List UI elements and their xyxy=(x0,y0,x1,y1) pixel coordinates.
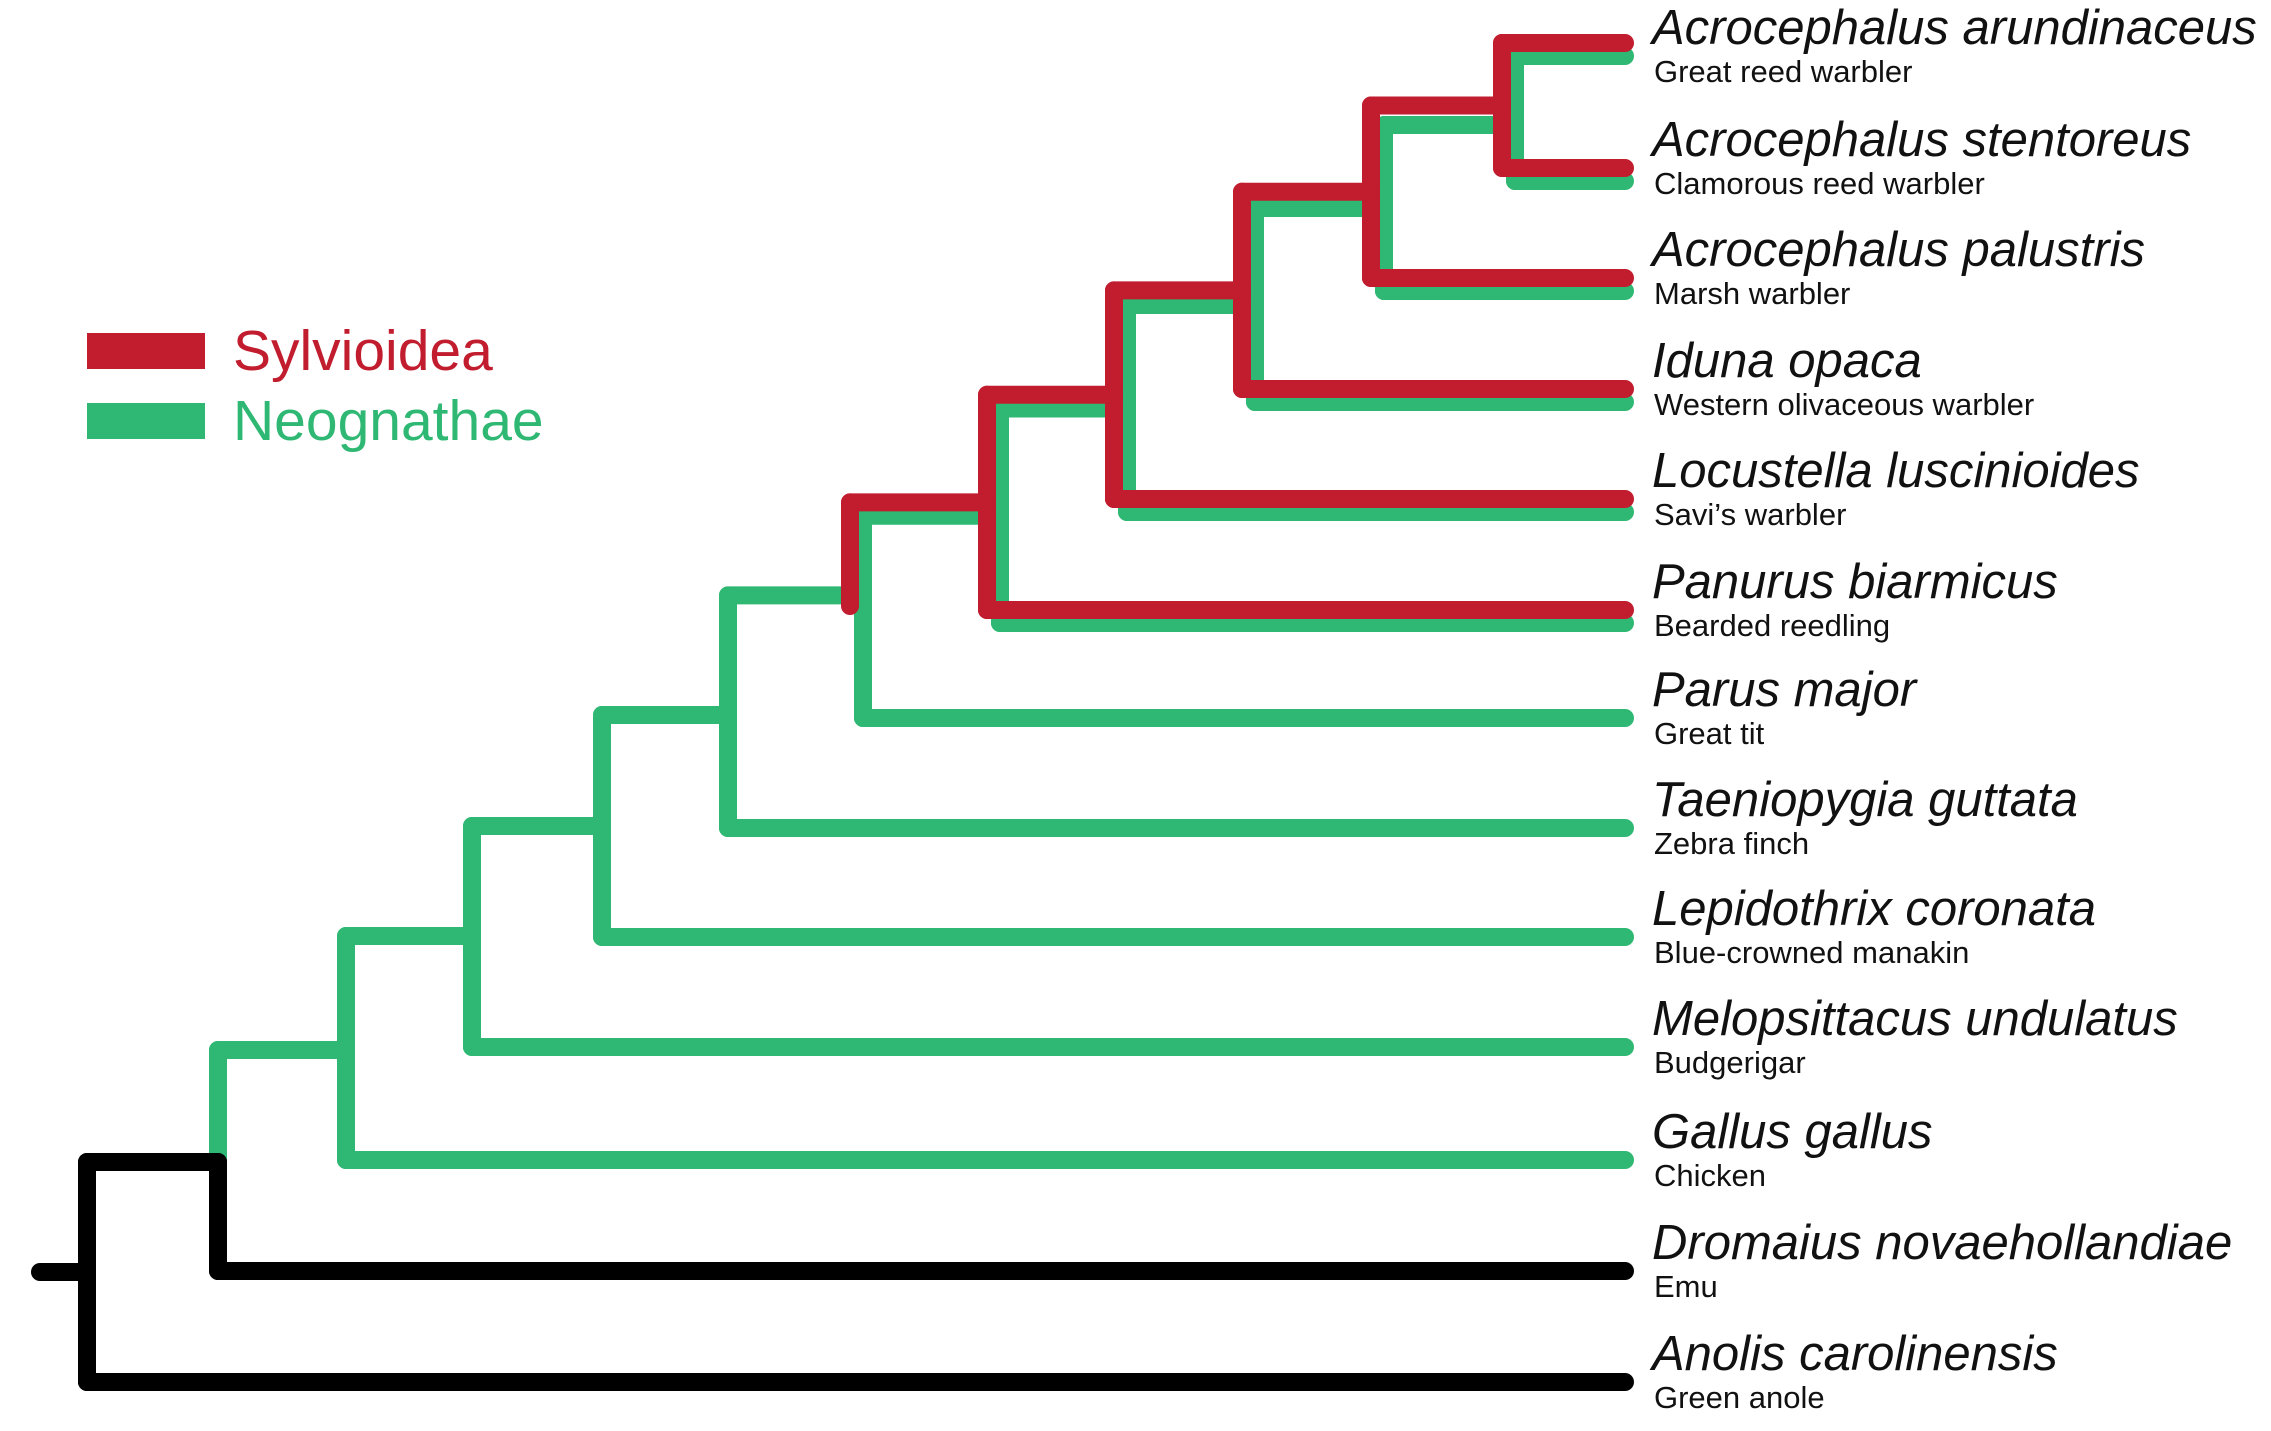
taxon-common-1: Clamorous reed warbler xyxy=(1654,166,1985,201)
legend-swatch-sylvioidea xyxy=(87,333,205,369)
taxon-common-2: Marsh warbler xyxy=(1654,276,1850,311)
taxon-species-3: Iduna opaca xyxy=(1652,334,1922,388)
taxon-common-8: Blue-crowned manakin xyxy=(1654,935,1969,970)
legend-swatch-neognathae xyxy=(87,403,205,439)
taxon-species-9: Melopsittacus undulatus xyxy=(1652,992,2178,1046)
legend: Sylvioidea Neognathae xyxy=(87,316,544,456)
tree-branches xyxy=(31,34,1634,1391)
legend-item-sylvioidea: Sylvioidea xyxy=(87,316,544,386)
taxon-common-0: Great reed warbler xyxy=(1654,54,1912,89)
taxon-common-3: Western olivaceous warbler xyxy=(1654,387,2034,422)
legend-label-neognathae: Neognathae xyxy=(233,388,544,453)
taxon-species-2: Acrocephalus palustris xyxy=(1649,223,2145,277)
taxon-species-0: Acrocephalus arundinaceus xyxy=(1649,1,2257,55)
taxon-species-1: Acrocephalus stentoreus xyxy=(1649,113,2191,167)
taxon-common-11: Emu xyxy=(1654,1269,1718,1304)
taxon-species-10: Gallus gallus xyxy=(1652,1105,1933,1159)
taxon-species-12: Anolis carolinensis xyxy=(1649,1327,2058,1381)
legend-item-neognathae: Neognathae xyxy=(87,386,544,456)
taxon-common-4: Savi’s warbler xyxy=(1654,497,1846,532)
taxon-common-10: Chicken xyxy=(1654,1158,1766,1193)
taxon-species-7: Taeniopygia guttata xyxy=(1652,773,2078,827)
taxon-species-11: Dromaius novaehollandiae xyxy=(1652,1216,2232,1270)
taxon-common-9: Budgerigar xyxy=(1654,1045,1806,1080)
taxon-species-8: Lepidothrix coronata xyxy=(1652,882,2096,936)
taxon-species-4: Locustella luscinioides xyxy=(1652,444,2140,498)
taxon-species-5: Panurus biarmicus xyxy=(1652,555,2058,609)
taxon-species-6: Parus major xyxy=(1652,663,1918,717)
taxon-common-5: Bearded reedling xyxy=(1654,608,1890,643)
taxon-common-6: Great tit xyxy=(1654,716,1765,751)
taxon-common-12: Green anole xyxy=(1654,1380,1825,1415)
taxon-common-7: Zebra finch xyxy=(1654,826,1809,861)
legend-label-sylvioidea: Sylvioidea xyxy=(233,318,493,383)
